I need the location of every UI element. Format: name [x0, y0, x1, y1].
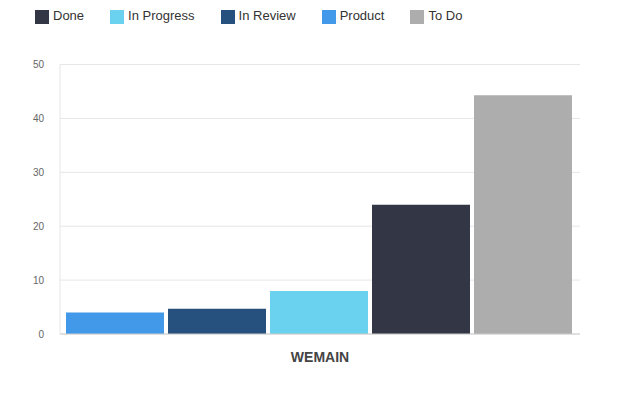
html-text:Product: Product — [339, 8, 385, 23]
html-text:Done: Done — [53, 8, 85, 23]
html-text:In Progress: In Progress — [128, 8, 195, 23]
svg-text:50: 50 — [33, 59, 45, 70]
svg-text:30: 30 — [33, 167, 45, 178]
svg-text:20: 20 — [33, 221, 45, 232]
html-text:To Do: To Do — [428, 8, 463, 23]
svg-text:10: 10 — [33, 275, 45, 286]
svg-text:WEMAIN: WEMAIN — [291, 349, 349, 365]
html-text:In Review: In Review — [238, 8, 296, 23]
svg-text:40: 40 — [33, 113, 45, 124]
svg-text:0: 0 — [38, 329, 44, 340]
